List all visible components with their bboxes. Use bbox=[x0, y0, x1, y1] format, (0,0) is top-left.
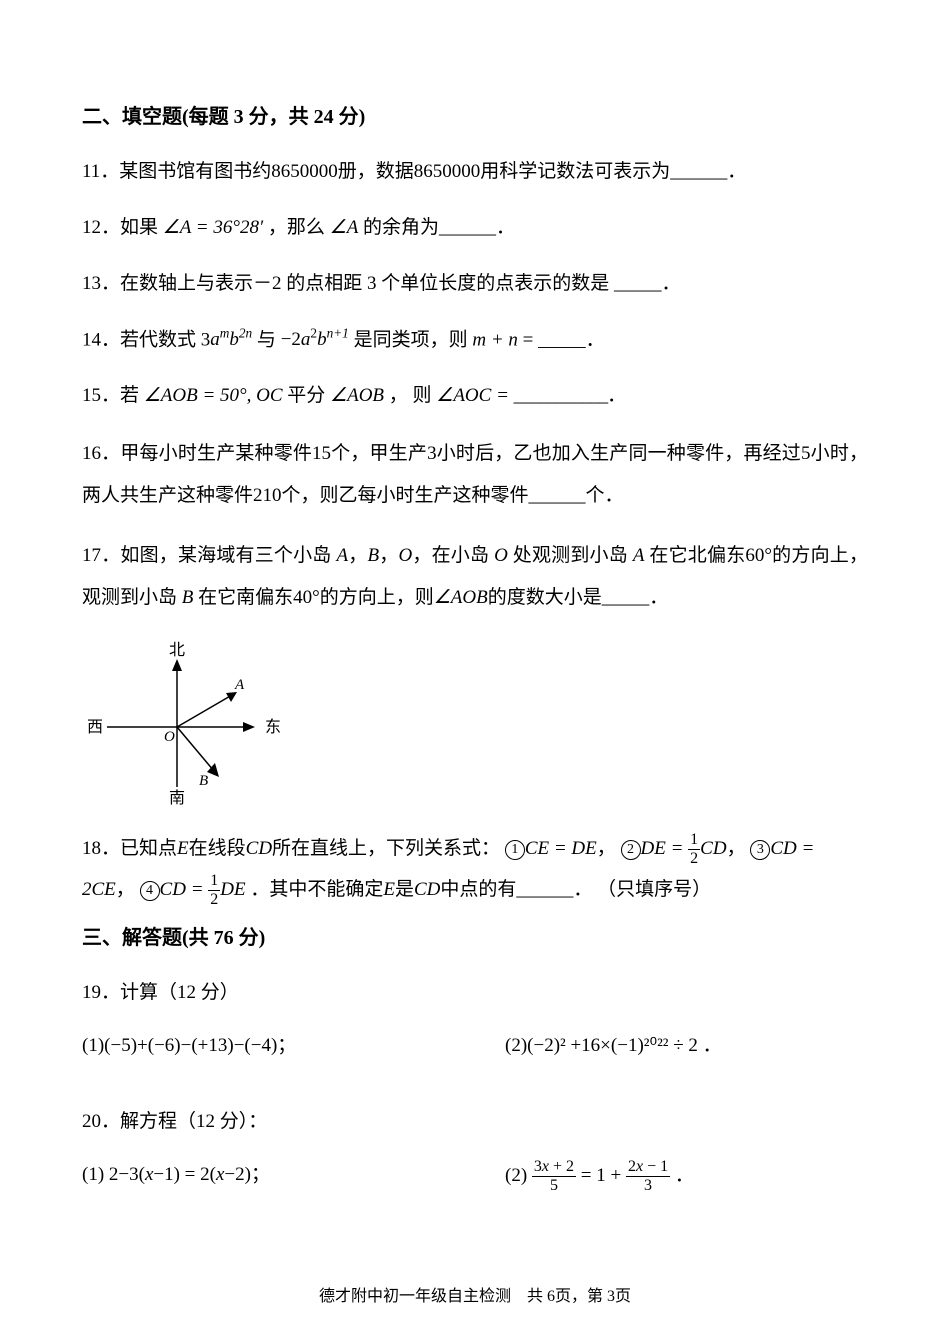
q17-i: 处观测到小岛 bbox=[508, 545, 633, 566]
q14-e: 是同类项，则 bbox=[354, 329, 473, 350]
q20-subs: (1) 2−3(x−1) = 2(x−2)； (2) 3x + 25 = 1 +… bbox=[82, 1159, 868, 1194]
q20-1: (1) 2−3(x−1) = 2(x−2)； bbox=[82, 1159, 445, 1194]
q20-2-num2: 2x − 1 bbox=[626, 1159, 670, 1177]
q15: 15．若 ∠AOB = 50°, OC 平分 ∠AOB ， 则 ∠AOC = _… bbox=[82, 377, 868, 415]
q20-2-den1: 5 bbox=[532, 1177, 576, 1194]
q20-2-end: ． bbox=[670, 1165, 694, 1186]
q18-item1: CE = DE bbox=[525, 838, 597, 859]
q18-f: ．其中不能确定 bbox=[250, 879, 383, 900]
q17-g: ，在小岛 bbox=[412, 545, 494, 566]
q15-d: ∠AOB bbox=[330, 385, 384, 406]
q18-a: 18．已知点 bbox=[82, 838, 177, 859]
q16: 16．甲每小时生产某种零件15个，甲生产3小时后，乙也加入生产同一种零件，再经过… bbox=[82, 433, 868, 517]
q18-item4a: CD = bbox=[160, 879, 209, 900]
q20-2-a: (2) bbox=[505, 1165, 532, 1186]
q18-g: E bbox=[383, 879, 395, 900]
east-label: 东 bbox=[265, 718, 281, 736]
frac-den-1: 2 bbox=[688, 850, 700, 867]
a-label: A bbox=[234, 677, 245, 693]
q19: 19．计算（12 分） bbox=[82, 974, 868, 1012]
q12-d: ∠A bbox=[330, 217, 359, 238]
q17-o: 的度数大小是_____． bbox=[488, 587, 669, 608]
q15-e: ， 则 bbox=[389, 385, 432, 406]
q12-b: ∠A = 36°28′ bbox=[163, 217, 263, 238]
page-footer: 德才附中初一年级自主检测 共 6页，第 3页 bbox=[0, 1282, 950, 1306]
q17-f: O bbox=[398, 545, 412, 566]
circled-1: 1 bbox=[505, 840, 525, 860]
q20: 20．解方程（12 分）： bbox=[82, 1103, 868, 1141]
q19-2: (2)(−2)² +16×(−1)²⁰²² ÷ 2 ． bbox=[445, 1030, 868, 1057]
circled-3: 3 bbox=[750, 840, 770, 860]
q18: 18．已知点E在线段CD所在直线上，下列关系式： 1CE = DE， 2DE =… bbox=[82, 828, 868, 912]
q17-c: ， bbox=[348, 545, 367, 566]
q15-c: 平分 bbox=[287, 385, 325, 406]
circled-4: 4 bbox=[140, 881, 160, 901]
q19-subs: (1)(−5)+(−6)−(+13)−(−4)； (2)(−2)² +16×(−… bbox=[82, 1030, 868, 1057]
q20-2-den2: 3 bbox=[626, 1177, 670, 1194]
q15-a: 15．若 bbox=[82, 385, 139, 406]
q17-b: A bbox=[336, 545, 348, 566]
q17: 17．如图，某海域有三个小岛 A，B，O，在小岛 O 处观测到小岛 A 在它北偏… bbox=[82, 535, 868, 619]
compass-svg: 北 南 东 西 O A B bbox=[82, 637, 292, 807]
q18-e: 所在直线上，下列关系式： bbox=[272, 838, 500, 859]
q20-2: (2) 3x + 25 = 1 + 2x − 13 ． bbox=[445, 1159, 868, 1194]
q14-d: −2a2bn+1 bbox=[281, 329, 349, 350]
q12: 12．如果 ∠A = 36°28′ ，那么 ∠A 的余角为______． bbox=[82, 209, 868, 247]
q14-c: 与 bbox=[257, 329, 281, 350]
q14: 14．若代数式 3amb2n 与 −2a2bn+1 是同类项，则 m + n =… bbox=[82, 321, 868, 359]
q17-l: B bbox=[182, 587, 194, 608]
q20-2-mid: = 1 + bbox=[576, 1165, 626, 1186]
q11: 11．某图书馆有图书约8650000册，数据8650000用科学记数法可表示为_… bbox=[82, 153, 868, 191]
q20-2-num1: 3x + 2 bbox=[532, 1159, 576, 1177]
q18-item4b: DE bbox=[220, 879, 245, 900]
north-label: 北 bbox=[169, 641, 185, 659]
q14-g: = _____． bbox=[523, 329, 605, 350]
q15-f: ∠AOC = bbox=[436, 385, 513, 406]
q18-item2b: CD bbox=[700, 838, 726, 859]
q14-f: m + n bbox=[472, 329, 518, 350]
q19-1: (1)(−5)+(−6)−(+13)−(−4)； bbox=[82, 1030, 445, 1057]
q12-a: 12．如果 bbox=[82, 217, 158, 238]
q15-g: ___________． bbox=[514, 385, 626, 406]
q18-i: CD bbox=[414, 879, 440, 900]
frac-num-2: 1 bbox=[208, 873, 220, 891]
q17-n: ∠AOB bbox=[434, 587, 488, 608]
q12-c: ，那么 bbox=[268, 217, 325, 238]
q18-b: E bbox=[177, 838, 189, 859]
q17-a: 17．如图，某海域有三个小岛 bbox=[82, 545, 336, 566]
q13: 13．在数轴上与表示－2 的点相距 3 个单位长度的点表示的数是 _____． bbox=[82, 265, 868, 303]
footer-left: 德才附中初一年级自主检测 bbox=[319, 1288, 511, 1305]
q15-b: ∠AOB = 50°, OC bbox=[144, 385, 283, 406]
q18-h: 是 bbox=[395, 879, 414, 900]
q18-c: 在线段 bbox=[189, 838, 246, 859]
circled-2: 2 bbox=[621, 840, 641, 860]
south-label: 南 bbox=[169, 789, 185, 807]
q18-j: 中点的有______． （只填序号） bbox=[440, 879, 711, 900]
origin-label: O bbox=[164, 729, 175, 745]
q14-a: 14．若代数式 bbox=[82, 329, 201, 350]
frac-den-2: 2 bbox=[208, 891, 220, 908]
section-3-header: 三、解答题(共 76 分) bbox=[82, 921, 868, 950]
q17-e: ， bbox=[379, 545, 398, 566]
q17-m: 在它南偏东40°的方向上，则 bbox=[193, 587, 433, 608]
q14-b: 3amb2n bbox=[201, 329, 252, 350]
b-label: B bbox=[199, 773, 208, 789]
q17-j: A bbox=[633, 545, 645, 566]
frac-num-1: 1 bbox=[688, 832, 700, 850]
q18-item2a: DE = bbox=[641, 838, 689, 859]
q18-d: CD bbox=[246, 838, 272, 859]
section-2-header: 二、填空题(每题 3 分，共 24 分) bbox=[82, 100, 868, 129]
q12-e: 的余角为______． bbox=[363, 217, 515, 238]
q17-h: O bbox=[494, 545, 508, 566]
compass-diagram: 北 南 东 西 O A B bbox=[82, 637, 868, 812]
west-label: 西 bbox=[87, 719, 103, 736]
q17-d: B bbox=[367, 545, 379, 566]
footer-right: 共 6页，第 3页 bbox=[527, 1288, 631, 1305]
